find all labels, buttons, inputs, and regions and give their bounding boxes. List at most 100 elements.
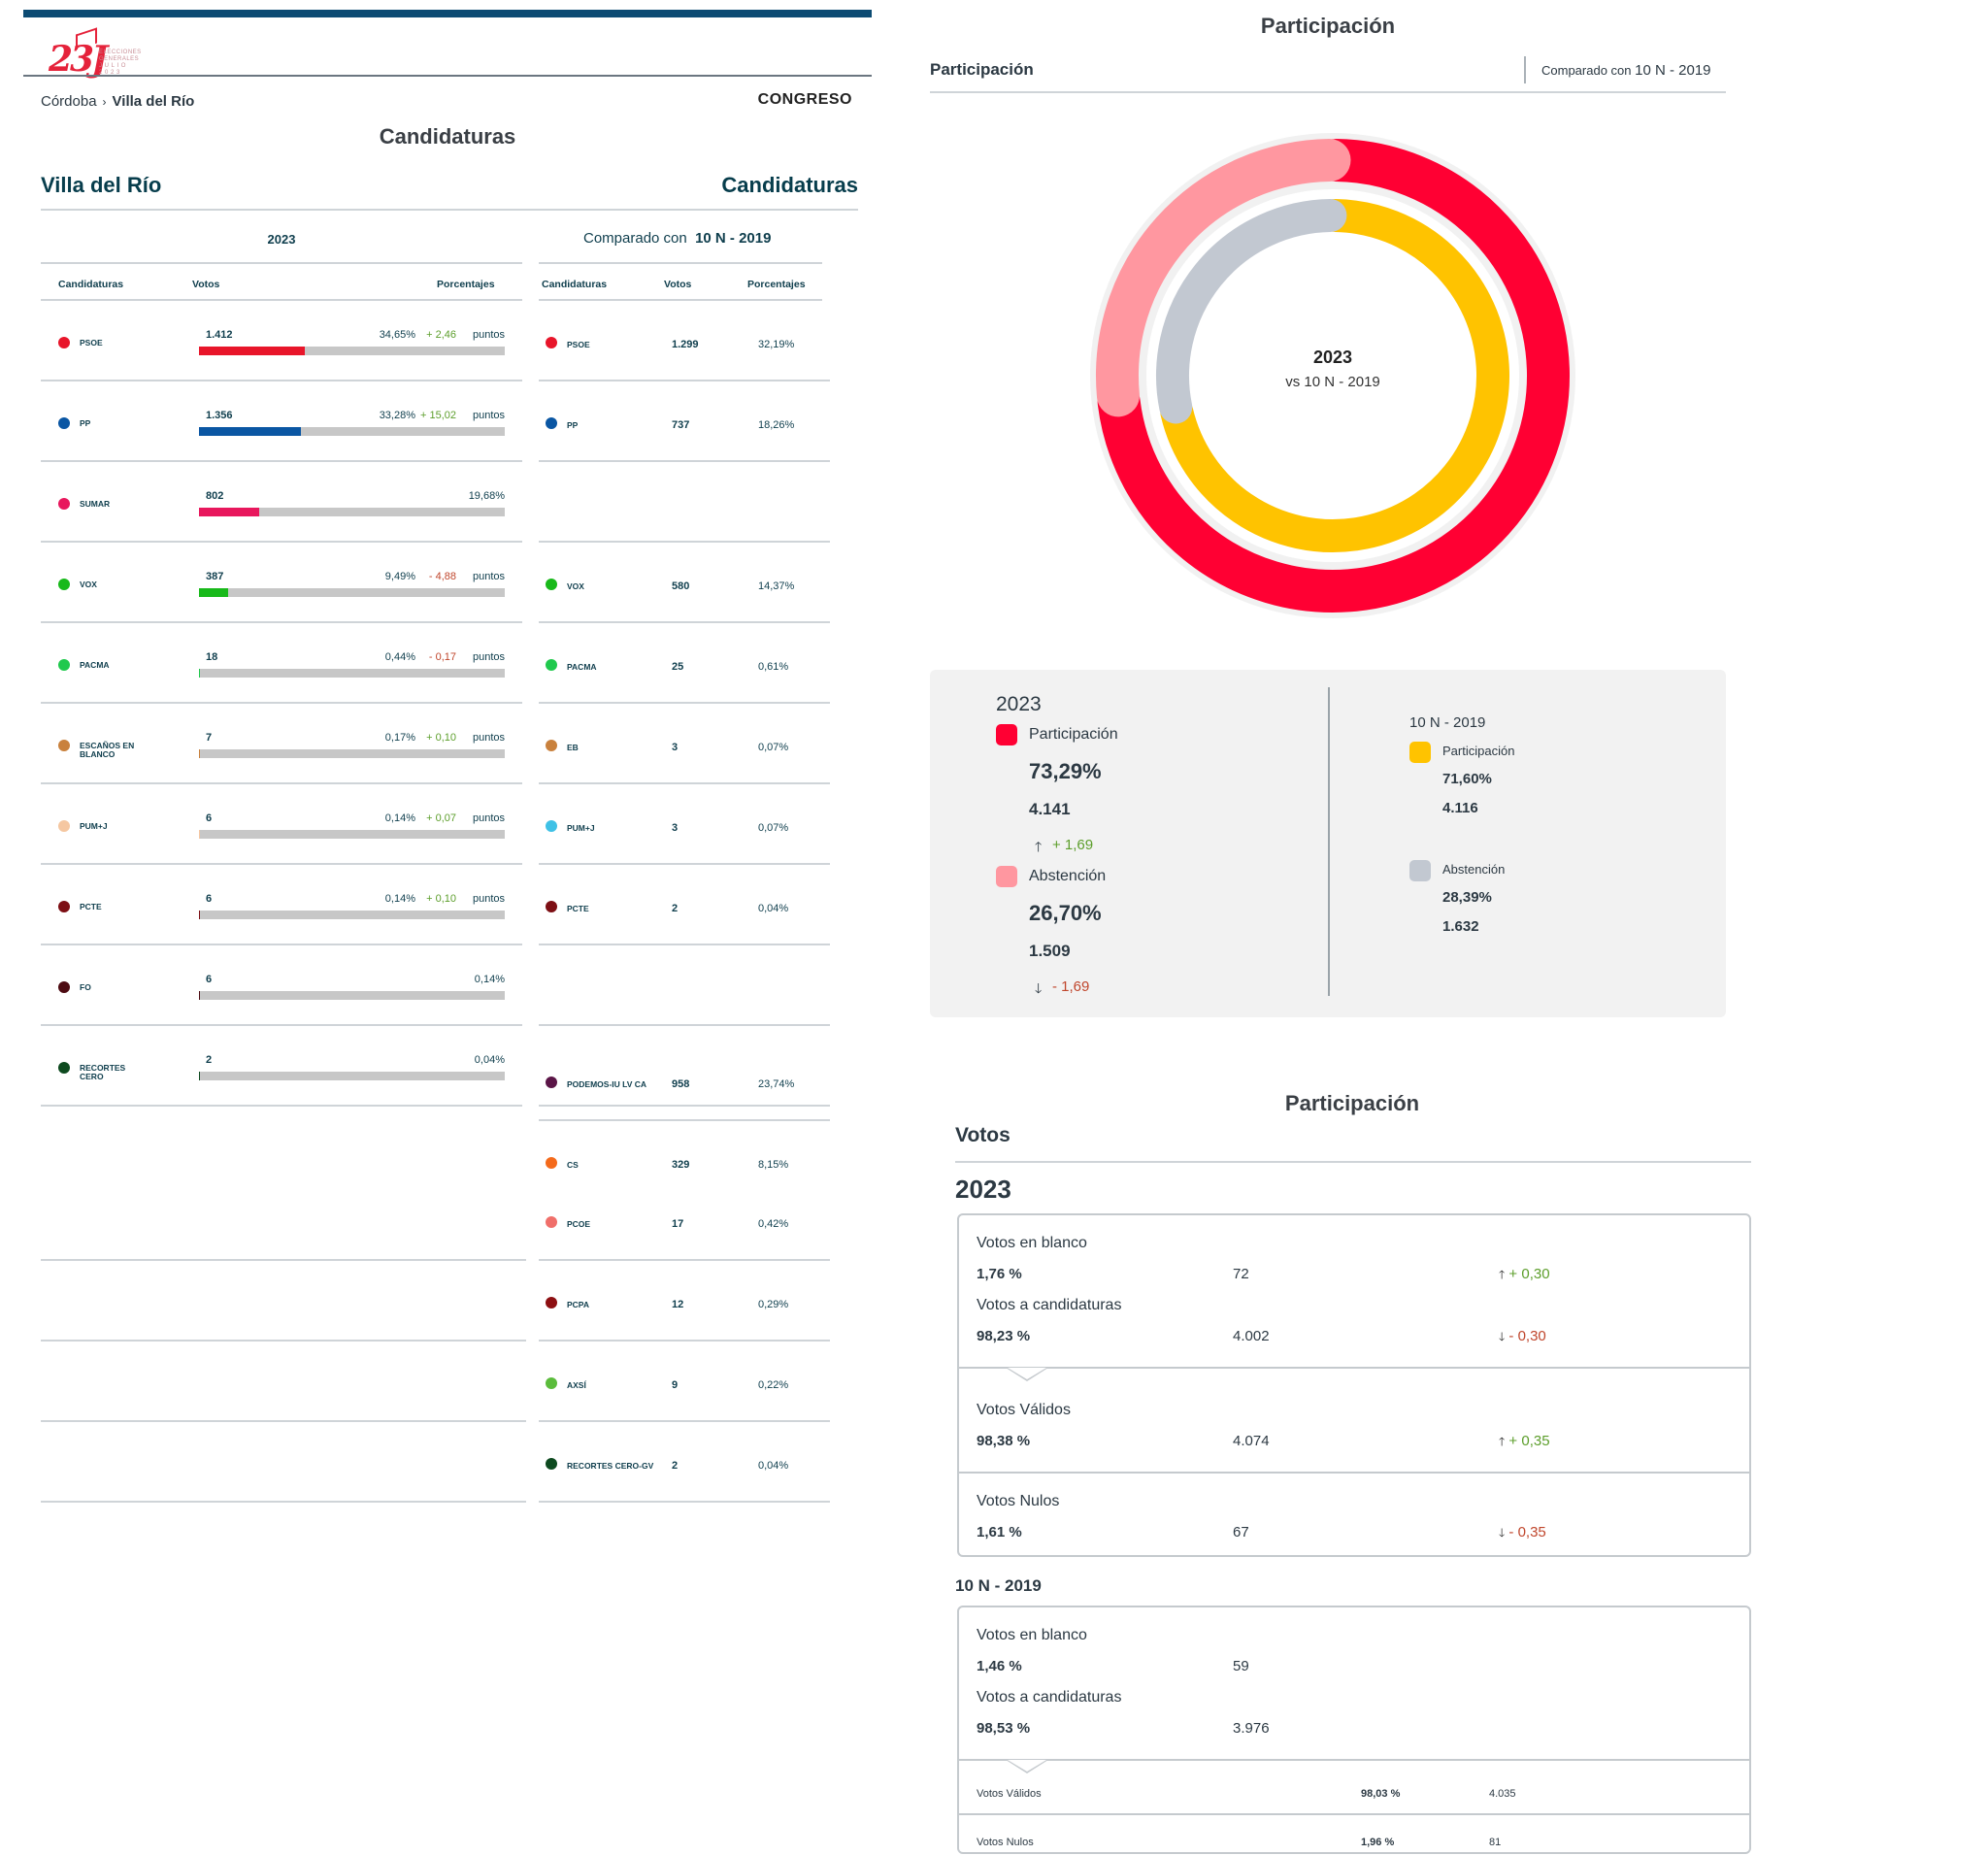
arrow-down-icon: 🡓 [1499,1526,1506,1540]
table-row-2019[interactable]: PCOE 17 0,42% [539,1191,830,1261]
table-row-2019[interactable]: PACMA 25 0,61% [539,623,830,704]
candidaturas-heading: Candidaturas [721,173,858,197]
arrow-down-icon: 🡓 [1499,1330,1506,1343]
votos-2019-box: Votos en blanco 1,46 % 59 Votos a candid… [957,1606,1751,1854]
nulos-votes-2019: 81 [1489,1837,1502,1848]
party-color-dot [58,498,70,510]
party-votes: 12 [672,1299,684,1310]
party-votes: 802 [206,490,224,502]
table-row-2019[interactable]: PCTE 2 0,04% [539,865,830,945]
vote-share-bar [199,588,505,597]
vote-share-fill [199,588,228,597]
party-color-dot [546,1157,557,1169]
party-votes: 9 [672,1379,679,1391]
validos-label-2019: Votos Válidos [977,1788,1042,1800]
divider [959,1367,1749,1369]
breadcrumb-province[interactable]: Córdoba [41,93,97,110]
party-pct: 23,74% [758,1078,795,1090]
table-row-2019[interactable]: EB 3 0,07% [539,704,830,784]
votos-year-2019: 10 N - 2019 [955,1576,1042,1595]
table-row-2019 [539,462,830,543]
table-row[interactable]: PSOE 1.412 34,65% + 2,46 puntos [41,301,522,381]
empty-row [41,1261,526,1342]
party-votes: 737 [672,419,690,431]
table-row-2019[interactable]: PCPA 12 0,29% [539,1261,830,1342]
table-row[interactable]: ESCAÑOS EN BLANCO 7 0,17% + 0,10 puntos [41,704,522,784]
year-2023-heading: 2023 [267,232,296,247]
table-row-2019[interactable]: RECORTES CERO-GV 2 0,04% [539,1422,830,1503]
party-votes: 6 [206,974,213,985]
vote-share-fill [199,830,200,839]
party-diff-unit: puntos [472,329,505,341]
candidaturas-votes-2019: 3.976 [1233,1720,1270,1737]
table-row[interactable]: PACMA 18 0,44% - 0,17 puntos [41,623,522,704]
party-name: RECORTES CERO-GV [567,1461,654,1471]
table-row-2019[interactable]: AxSÍ 9 0,22% [539,1342,830,1422]
table-row-2019[interactable]: VOX 580 14,37% [539,543,830,623]
vote-share-fill [199,991,200,1000]
votos-2023-box: Votos en blanco 1,76 % 72 🡑 + 0,30 Votos… [957,1213,1751,1557]
header-divider [23,75,872,77]
nulos-votes: 67 [1233,1524,1249,1540]
party-name: VOX [567,581,584,591]
votos-subtitle: Votos [955,1124,1011,1146]
table-row[interactable]: PP 1.356 33,28% + 15,02 puntos [41,381,522,462]
table-row-2019[interactable]: PSOE 1.299 32,19% [539,301,830,381]
arrow-up-icon: 🡑 [1499,1268,1506,1281]
table-row-2019[interactable]: PP 737 18,26% [539,381,830,462]
table-row[interactable]: RECORTES CERO 2 0,04% [41,1026,522,1107]
table-row[interactable]: SUMAR 802 19,68% [41,462,522,543]
party-diff-unit: puntos [472,410,505,421]
participacion-summary-panel: 2023 Participación 73,29% 4.141 🡑 + 1,69… [930,670,1726,1017]
party-pct: 32,19% [758,339,795,350]
party-diff: + 15,02 [419,410,456,421]
divider [539,262,822,264]
party-votes: 580 [672,580,690,592]
blanco-votes: 72 [1233,1266,1249,1282]
party-name: Cs [567,1160,579,1170]
vote-share-bar [199,669,505,678]
table-row-2019[interactable]: Cs 329 8,15% [539,1121,830,1191]
party-diff-unit: puntos [472,571,505,582]
candidaturas-pct-2019: 98,53 % [977,1720,1031,1737]
table-row[interactable]: PCTE 6 0,14% + 0,10 puntos [41,865,522,945]
candidaturas-panel: 23J ELECCIONES GENERALES J U L I O 2 0 2… [23,10,872,1582]
table-row-2019[interactable]: PODEMOS-IU LV CA 958 23,74% [539,1041,830,1121]
party-diff: - 4,88 [428,571,456,582]
party-name: PODEMOS-IU LV CA [567,1079,647,1089]
party-color-dot [546,901,557,912]
abstencion-2019-legend-swatch [1409,860,1431,881]
logo-small: ELECCIONES GENERALES J U L I O 2 0 2 3 [99,50,142,76]
party-votes: 18 [206,651,218,663]
vote-share-fill [199,347,306,355]
party-votes: 25 [672,661,684,673]
party-color-dot [546,1077,557,1088]
blanco-pct: 1,76 % [977,1266,1022,1282]
abstencion-votes-2023: 1.509 [1029,942,1071,960]
table-row[interactable]: VOX 387 9,49% - 4,88 puntos [41,543,522,623]
divider [959,1472,1749,1474]
party-name: PSOE [80,338,103,348]
party-color-dot [546,820,557,832]
table-row[interactable]: PUM+J 6 0,14% + 0,07 puntos [41,784,522,865]
table-row[interactable]: FO 6 0,14% [41,945,522,1026]
party-pct: 0,04% [758,1460,789,1472]
party-name: AxSÍ [567,1380,586,1390]
chamber-label: CONGRESO [757,91,852,108]
donut-arc-abstencion-2023 [1096,139,1351,417]
col-header-votos-2019: Votos [664,279,692,290]
arrow-down-icon: 🡓 [1035,980,1043,996]
vote-share-bar [199,911,505,919]
donut-hole [1185,228,1480,523]
blanco-label-2019: Votos en blanco [977,1627,1087,1643]
nulos-pct-2019: 1,96 % [1361,1837,1395,1848]
party-pct: 34,65% [379,329,415,341]
vote-share-fill [199,669,201,678]
arrow-up-icon: 🡑 [1499,1435,1506,1448]
party-pct: 9,49% [384,571,415,582]
validos-diff: 🡑 + 0,35 [1499,1433,1550,1449]
table-row-2019 [539,945,830,1026]
party-color-dot [546,417,557,429]
party-color-dot [546,337,557,348]
table-row-2019[interactable]: PUM+J 3 0,07% [539,784,830,865]
